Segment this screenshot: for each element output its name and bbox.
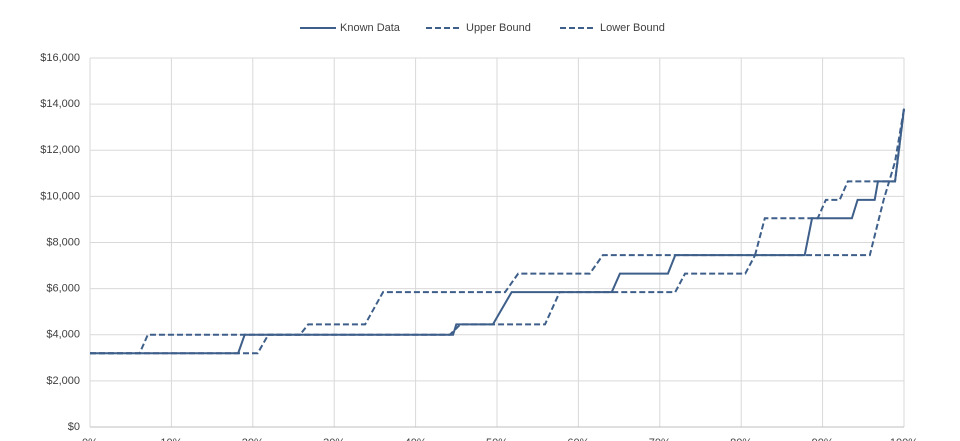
- x-tick-label: 70%: [649, 437, 671, 441]
- legend-label: Lower Bound: [600, 22, 665, 34]
- series-line: [90, 108, 905, 355]
- legend-label: Known Data: [340, 22, 401, 34]
- x-tick-label: 0%: [82, 437, 98, 441]
- y-tick-label: $12,000: [40, 144, 80, 156]
- x-tick-label: 20%: [242, 437, 264, 441]
- y-tick-label: $6,000: [46, 283, 80, 295]
- x-tick-label: 40%: [405, 437, 427, 441]
- y-tick-label: $2,000: [46, 375, 80, 387]
- y-tick-label: $8,000: [46, 236, 80, 248]
- x-tick-label: 60%: [567, 437, 589, 441]
- x-tick-label: 80%: [730, 437, 752, 441]
- y-tick-label: $10,000: [40, 190, 80, 202]
- x-tick-label: 100%: [890, 437, 918, 441]
- x-tick-label: 50%: [486, 437, 508, 441]
- series-line: [90, 108, 905, 355]
- x-tick-label: 10%: [160, 437, 182, 441]
- x-tick-label: 30%: [323, 437, 345, 441]
- series-line: [90, 108, 905, 355]
- y-tick-label: $14,000: [40, 98, 80, 110]
- legend-label: Upper Bound: [466, 22, 531, 34]
- y-tick-label: $4,000: [46, 329, 80, 341]
- y-tick-label: $16,000: [40, 52, 80, 64]
- x-tick-label: 90%: [812, 437, 834, 441]
- y-tick-label: $0: [68, 421, 80, 433]
